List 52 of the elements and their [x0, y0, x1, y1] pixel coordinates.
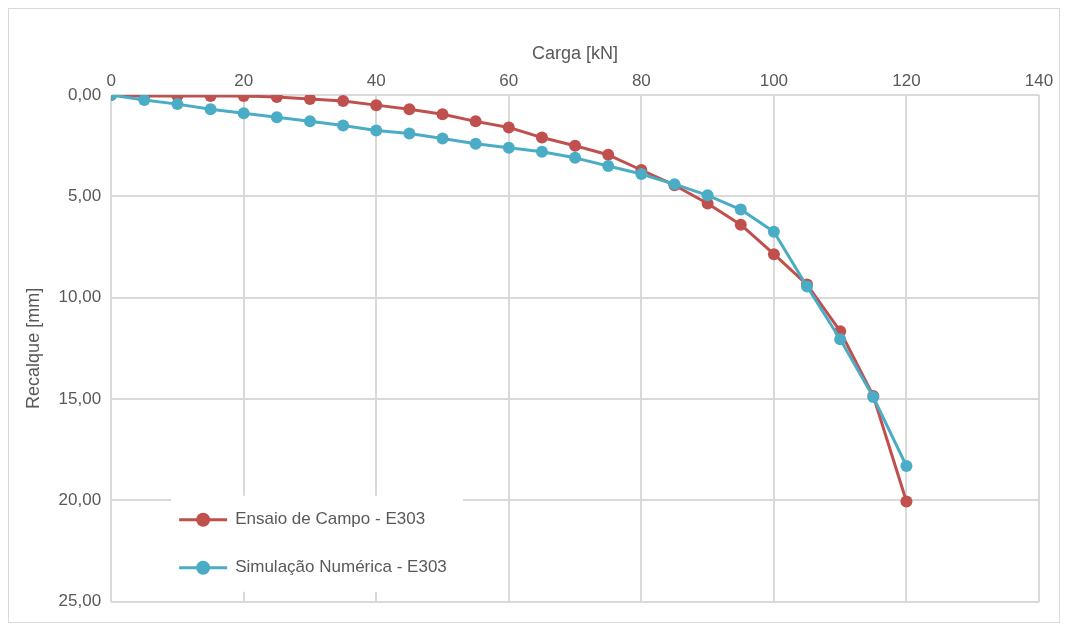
x-axis-title: Carga [kN]: [532, 42, 619, 63]
point: [767, 225, 780, 238]
y-tick-label: 15,00: [58, 388, 102, 408]
y-tick-label: 20,00: [58, 490, 102, 510]
point: [535, 131, 548, 144]
point: [635, 168, 648, 181]
x-tick-label: 60: [499, 71, 519, 91]
x-tick-label: 20: [234, 71, 254, 91]
point: [403, 103, 416, 116]
point: [303, 115, 316, 128]
point: [436, 132, 449, 145]
x-tick-label: 100: [759, 71, 789, 91]
point: [535, 145, 548, 158]
point: [370, 99, 383, 112]
point: [900, 495, 913, 508]
point: [436, 108, 449, 121]
y-axis-title: Recalque [mm]: [22, 287, 43, 409]
x-tick-label: 40: [366, 71, 386, 91]
x-tick-label: 140: [1024, 71, 1054, 91]
point: [337, 119, 350, 132]
point: [270, 111, 283, 124]
point: [900, 459, 913, 472]
x-tick-label: 80: [631, 71, 651, 91]
point: [138, 95, 151, 107]
point: [469, 137, 482, 150]
legend-label: Ensaio de Campo - E303: [235, 509, 426, 529]
point: [204, 103, 217, 116]
y-tick-label: 0,00: [68, 84, 102, 104]
x-tick-label: 0: [106, 71, 116, 91]
point: [767, 248, 780, 261]
point: [602, 148, 615, 161]
point: [701, 189, 714, 202]
point: [834, 333, 847, 346]
point: [734, 203, 747, 216]
y-tick-label: 10,00: [58, 287, 102, 307]
legend-label: Simulação Numérica - E303: [235, 557, 447, 577]
point: [237, 107, 250, 120]
point: [569, 151, 582, 164]
point: [569, 139, 582, 152]
point: [602, 159, 615, 172]
point: [502, 141, 515, 154]
point: [337, 95, 350, 108]
point: [469, 115, 482, 128]
y-tick-label: 25,00: [58, 591, 102, 611]
point: [403, 127, 416, 140]
y-tick-label: 5,00: [68, 186, 102, 206]
x-tick-label: 120: [892, 71, 921, 91]
point: [502, 121, 515, 134]
point: [303, 95, 316, 106]
point: [370, 124, 383, 137]
point: [171, 98, 184, 111]
point: [734, 218, 747, 231]
